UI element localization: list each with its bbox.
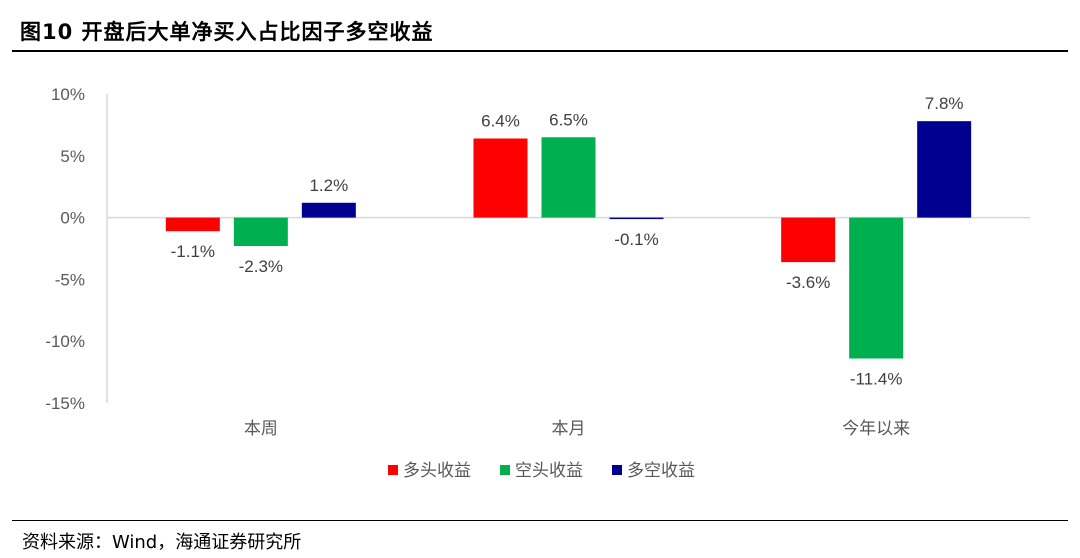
- title-bar: 图10 开盘后大单净买入占比因子多空收益: [12, 14, 1068, 50]
- legend-swatch: [388, 465, 398, 475]
- bar-chart: 10% 5% 0% -5% -10% -15% -1.1% -2.3% 1.2% 6.4% 6.5…: [45, 85, 1030, 480]
- data-label: 1.2%: [309, 176, 348, 195]
- x-tick-label: 本周: [244, 419, 278, 438]
- data-label: 7.8%: [925, 94, 964, 113]
- y-tick-label: -15%: [45, 394, 85, 413]
- legend-swatch: [612, 465, 622, 475]
- y-tick-label: -10%: [45, 332, 85, 351]
- data-label: -1.1%: [171, 242, 215, 261]
- source-note: 资料来源：Wind，海通证券研究所: [22, 532, 302, 553]
- bar: [541, 137, 596, 218]
- title-divider: [12, 50, 1068, 52]
- y-tick-label: 10%: [51, 85, 85, 104]
- bar: [609, 217, 664, 220]
- data-labels: -1.1% -2.3% 1.2% 6.4% 6.5% -0.1% -3.6% -11.4% 7.…: [171, 94, 964, 388]
- y-tick-label: 0%: [60, 209, 85, 228]
- bar: [917, 121, 972, 218]
- x-tick-label: 本月: [552, 419, 586, 438]
- bar: [301, 202, 356, 218]
- legend: 多头收益 空头收益 多空收益: [388, 461, 695, 480]
- data-label: 6.4%: [481, 111, 520, 130]
- legend-label: 多空收益: [627, 461, 695, 480]
- data-label: -11.4%: [850, 370, 903, 389]
- x-tick-label: 今年以来: [842, 419, 910, 438]
- bars: [165, 121, 972, 359]
- footer-divider: [12, 520, 1068, 521]
- legend-label: 多头收益: [403, 461, 471, 480]
- data-label: -0.1%: [614, 230, 658, 249]
- bar: [849, 217, 904, 359]
- legend-label: 空头收益: [515, 461, 583, 480]
- chart-title: 图10 开盘后大单净买入占比因子多空收益: [20, 20, 434, 44]
- legend-swatch: [500, 465, 510, 475]
- bar: [165, 217, 220, 232]
- bar: [233, 217, 288, 247]
- data-label: -2.3%: [239, 257, 283, 276]
- bar: [781, 217, 836, 263]
- y-tick-label: 5%: [60, 147, 85, 166]
- y-tick-label: -5%: [55, 270, 85, 289]
- bar: [473, 138, 528, 218]
- data-label: -3.6%: [786, 273, 830, 292]
- data-label: 6.5%: [549, 110, 588, 129]
- x-axis-labels: 本周 本月 今年以来: [244, 419, 910, 438]
